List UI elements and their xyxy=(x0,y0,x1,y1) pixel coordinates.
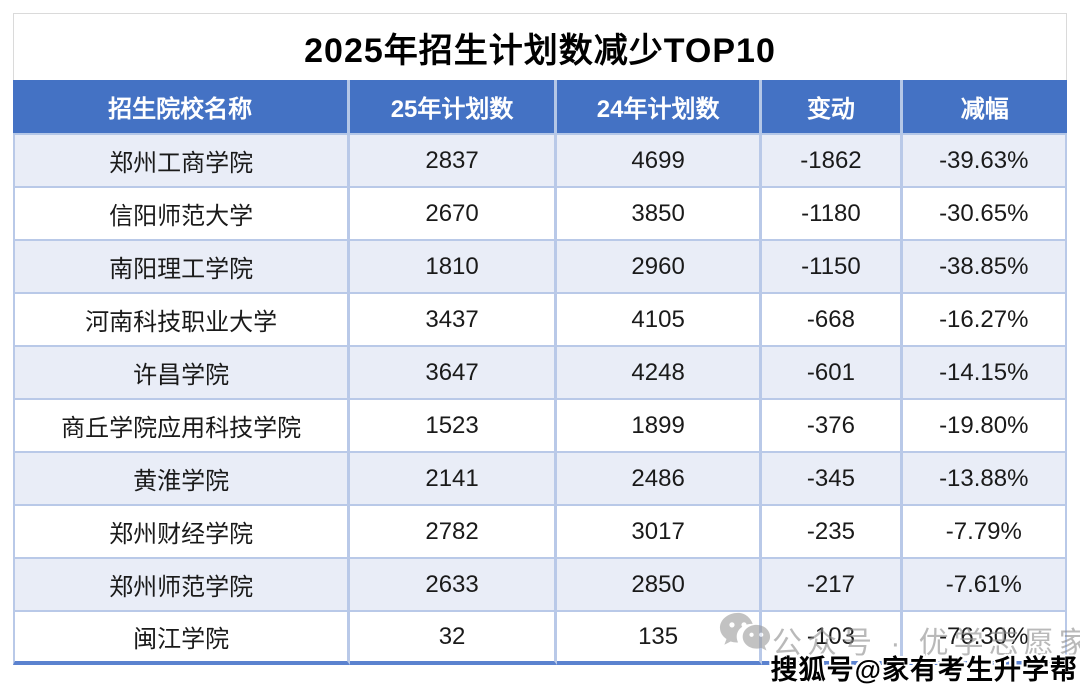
table-row: 黄淮学院 2141 2486 -345 -13.88% xyxy=(13,453,1067,506)
table-row: 闽江学院 32 135 -103 -76.30% xyxy=(13,612,1067,665)
cell-school-name: 信阳师范大学 xyxy=(13,188,351,241)
cell-plan-2024: 3850 xyxy=(556,188,763,241)
cell-plan-2024: 4105 xyxy=(556,294,763,347)
cell-change: -1150 xyxy=(762,241,903,294)
cell-school-name: 郑州财经学院 xyxy=(13,506,351,559)
wechat-watermark-text: 公众号 · 优学志愿家 xyxy=(772,627,1080,660)
cell-plan-2024: 4248 xyxy=(556,347,763,400)
cell-school-name: 许昌学院 xyxy=(13,347,351,400)
cell-reduction-pct: -76.30% xyxy=(902,612,1067,665)
cell-school-name: 闽江学院 xyxy=(13,612,351,665)
table-body: 郑州工商学院 2837 4699 -1862 -39.63% 信阳师范大学 26… xyxy=(13,135,1067,665)
table-row: 南阳理工学院 1810 2960 -1150 -38.85% xyxy=(13,241,1067,294)
cell-plan-2024: 2960 xyxy=(556,241,763,294)
cell-school-name: 商丘学院应用科技学院 xyxy=(13,400,351,453)
cell-plan-2025: 2782 xyxy=(350,506,557,559)
cell-change: -1180 xyxy=(762,188,903,241)
table-row: 郑州师范学院 2633 2850 -217 -7.61% xyxy=(13,559,1067,612)
cell-reduction-pct: -30.65% xyxy=(902,188,1067,241)
cell-plan-2024: 4699 xyxy=(556,135,763,188)
cell-plan-2024: 3017 xyxy=(556,506,763,559)
cell-school-name: 南阳理工学院 xyxy=(13,241,351,294)
page-title: 2025年招生计划数减少TOP10 xyxy=(13,13,1067,80)
cell-change: -217 xyxy=(762,559,903,612)
sohu-watermark-text: 搜狐号@家有考生升学帮 xyxy=(770,655,1078,685)
col-header-plan-2024: 24年计划数 xyxy=(556,80,763,135)
cell-school-name: 河南科技职业大学 xyxy=(13,294,351,347)
cell-change: -376 xyxy=(762,400,903,453)
cell-change: -601 xyxy=(762,347,903,400)
cell-plan-2025: 2837 xyxy=(350,135,557,188)
cell-plan-2025: 1810 xyxy=(350,241,557,294)
cell-plan-2024: 1899 xyxy=(556,400,763,453)
cell-change: -235 xyxy=(762,506,903,559)
cell-change: -1862 xyxy=(762,135,903,188)
cell-plan-2024: 2850 xyxy=(556,559,763,612)
col-header-change: 变动 xyxy=(762,80,903,135)
cell-school-name: 郑州工商学院 xyxy=(13,135,351,188)
cell-school-name: 黄淮学院 xyxy=(13,453,351,506)
cell-reduction-pct: -7.79% xyxy=(902,506,1067,559)
cell-plan-2025: 3437 xyxy=(350,294,557,347)
cell-plan-2025: 2141 xyxy=(350,453,557,506)
cell-reduction-pct: -19.80% xyxy=(902,400,1067,453)
cell-change: -668 xyxy=(762,294,903,347)
enrollment-reduction-card: 2025年招生计划数减少TOP10 招生院校名称 25年计划数 24年计划数 变… xyxy=(13,13,1067,665)
cell-reduction-pct: -7.61% xyxy=(902,559,1067,612)
table-row: 郑州财经学院 2782 3017 -235 -7.79% xyxy=(13,506,1067,559)
cell-plan-2025: 2633 xyxy=(350,559,557,612)
cell-plan-2024: 2486 xyxy=(556,453,763,506)
cell-reduction-pct: -38.85% xyxy=(902,241,1067,294)
table-row: 许昌学院 3647 4248 -601 -14.15% xyxy=(13,347,1067,400)
wechat-icon xyxy=(719,612,771,651)
cell-change: -103 xyxy=(762,612,903,665)
enrollment-table: 招生院校名称 25年计划数 24年计划数 变动 减幅 郑州工商学院 2837 4… xyxy=(13,80,1067,665)
table-row: 河南科技职业大学 3437 4105 -668 -16.27% xyxy=(13,294,1067,347)
col-header-plan-2025: 25年计划数 xyxy=(350,80,557,135)
table-header-row: 招生院校名称 25年计划数 24年计划数 变动 减幅 xyxy=(13,80,1067,135)
col-header-school: 招生院校名称 xyxy=(13,80,351,135)
cell-reduction-pct: -14.15% xyxy=(902,347,1067,400)
cell-plan-2025: 3647 xyxy=(350,347,557,400)
cell-plan-2025: 1523 xyxy=(350,400,557,453)
table-row: 郑州工商学院 2837 4699 -1862 -39.63% xyxy=(13,135,1067,188)
cell-plan-2025: 2670 xyxy=(350,188,557,241)
cell-change: -345 xyxy=(762,453,903,506)
cell-plan-2025: 32 xyxy=(350,612,557,665)
col-header-reduction-pct: 减幅 xyxy=(902,80,1067,135)
table-row: 信阳师范大学 2670 3850 -1180 -30.65% xyxy=(13,188,1067,241)
cell-reduction-pct: -13.88% xyxy=(902,453,1067,506)
cell-reduction-pct: -16.27% xyxy=(902,294,1067,347)
cell-school-name: 郑州师范学院 xyxy=(13,559,351,612)
cell-reduction-pct: -39.63% xyxy=(902,135,1067,188)
table-row: 商丘学院应用科技学院 1523 1899 -376 -19.80% xyxy=(13,400,1067,453)
